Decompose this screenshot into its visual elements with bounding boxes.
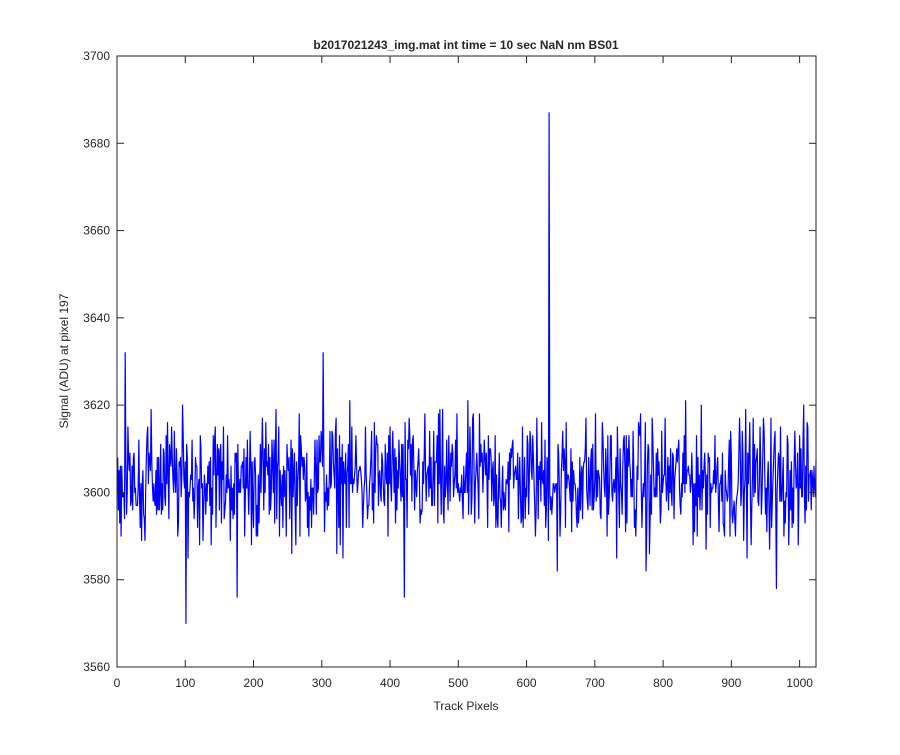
axes-box: [116, 55, 817, 668]
x-tick-label: 300: [312, 676, 332, 690]
x-tick-label: 800: [653, 676, 673, 690]
x-tick-label: 900: [721, 676, 741, 690]
y-tick-label: 3560: [83, 660, 110, 674]
x-tick-label: 1000: [786, 676, 813, 690]
x-tick-label: 500: [448, 676, 468, 690]
y-tick-label: 3640: [83, 311, 110, 325]
x-tick-label: 600: [517, 676, 537, 690]
x-tick-label: 100: [175, 676, 195, 690]
x-axis-title: Track Pixels: [434, 699, 499, 713]
y-tick-label: 3620: [83, 398, 110, 412]
y-tick-label: 3660: [83, 224, 110, 238]
y-tick-label: 3580: [83, 573, 110, 587]
series-layer: [117, 112, 817, 624]
y-tick-label: 3600: [83, 485, 110, 499]
y-axis-title: Signal (ADU) at pixel 197: [57, 293, 71, 428]
y-tick-label: 3700: [83, 49, 110, 63]
y-tick-label: 3680: [83, 136, 110, 150]
x-tick-label: 0: [114, 676, 121, 690]
series-line-1: [117, 112, 817, 624]
x-tick-label: 700: [585, 676, 605, 690]
plot-area: [117, 56, 816, 667]
x-tick-label: 200: [244, 676, 264, 690]
axes-layer: 0 100 200 300 400 500 600 700 800 900 1000 3560 3580…: [83, 49, 817, 690]
x-tick-label: 400: [380, 676, 400, 690]
chart-title: b2017021243_img.mat int time = 10 sec Na…: [313, 38, 618, 52]
